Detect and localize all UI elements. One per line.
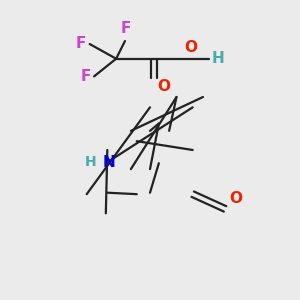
- Text: O: O: [184, 40, 197, 55]
- Text: H: H: [212, 51, 225, 66]
- Text: H: H: [84, 155, 96, 170]
- Text: O: O: [230, 191, 242, 206]
- Text: F: F: [81, 69, 91, 84]
- Text: O: O: [158, 79, 170, 94]
- Text: N: N: [102, 155, 115, 170]
- Text: F: F: [76, 37, 86, 52]
- Text: F: F: [120, 21, 131, 36]
